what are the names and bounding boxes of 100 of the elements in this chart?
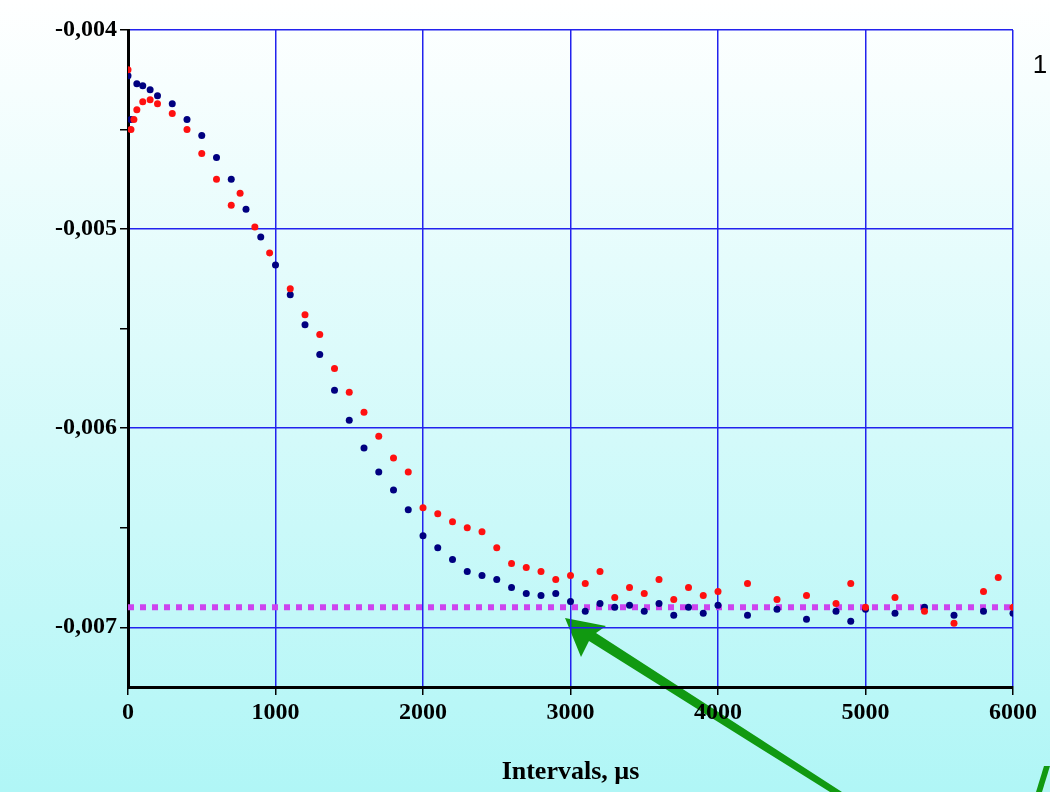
point <box>522 589 530 597</box>
point <box>434 510 442 518</box>
x-tick-label: 1000 <box>251 697 300 724</box>
point <box>803 591 810 599</box>
point <box>581 579 589 587</box>
point <box>345 388 353 396</box>
point <box>611 593 619 601</box>
point <box>699 609 707 617</box>
point <box>537 591 545 599</box>
point <box>655 575 663 583</box>
text: 1 <box>1032 49 1048 80</box>
point <box>567 572 574 580</box>
point <box>301 321 309 329</box>
point <box>803 615 810 623</box>
point <box>390 486 397 494</box>
x-axis-title: Intervals, µs <box>501 756 640 786</box>
point <box>213 175 220 183</box>
y-tick-label: -0,006 <box>55 413 117 440</box>
point <box>950 611 958 619</box>
point <box>404 506 412 514</box>
point <box>891 593 899 601</box>
y-tick-label: -0,007 <box>55 612 117 639</box>
point <box>640 589 648 597</box>
point <box>345 416 353 424</box>
point <box>891 609 899 617</box>
point <box>950 619 958 627</box>
point <box>463 568 471 576</box>
point <box>567 597 574 605</box>
point <box>508 560 515 568</box>
point <box>921 607 928 615</box>
point <box>227 175 235 183</box>
point <box>522 564 530 572</box>
y-tick-label: -0,004 <box>55 15 117 42</box>
point <box>773 605 781 613</box>
y-tick-label: -0,005 <box>55 214 117 241</box>
point <box>139 98 147 106</box>
point <box>478 528 486 536</box>
point <box>685 603 692 611</box>
point <box>183 116 191 124</box>
point <box>449 556 456 564</box>
point <box>375 468 383 476</box>
point <box>139 82 147 90</box>
point <box>316 331 324 339</box>
point <box>537 568 545 576</box>
point <box>685 583 692 591</box>
point <box>331 386 338 394</box>
point <box>154 100 161 108</box>
point <box>744 611 751 619</box>
point <box>133 80 141 88</box>
point <box>286 291 294 299</box>
point <box>146 86 154 94</box>
point <box>360 408 368 416</box>
point <box>360 444 368 452</box>
point <box>390 454 397 462</box>
point <box>714 587 722 595</box>
point <box>478 572 486 580</box>
x-tick-label: 6000 <box>989 697 1037 724</box>
point <box>596 599 604 607</box>
point <box>168 100 176 108</box>
point <box>980 587 987 595</box>
point <box>744 579 751 587</box>
point <box>463 524 471 532</box>
x-tick-label: 0 <box>122 697 134 724</box>
point <box>168 110 176 118</box>
point <box>146 96 154 104</box>
point <box>419 532 427 540</box>
point <box>272 261 279 269</box>
point <box>832 607 840 615</box>
point <box>714 601 722 609</box>
point <box>626 601 633 609</box>
point <box>404 468 412 476</box>
point <box>552 589 560 597</box>
point <box>266 249 274 257</box>
point <box>847 579 855 587</box>
point <box>251 223 259 231</box>
point <box>449 518 456 526</box>
x-tick-label: 2000 <box>399 697 447 724</box>
point <box>626 583 633 591</box>
point <box>980 607 987 615</box>
point <box>316 351 324 359</box>
point <box>493 544 501 552</box>
point <box>581 607 589 615</box>
point <box>133 106 141 114</box>
point <box>434 544 442 552</box>
point <box>670 595 678 603</box>
point <box>773 595 781 603</box>
point <box>286 285 294 293</box>
point <box>493 575 501 583</box>
point <box>670 611 678 619</box>
point <box>655 599 663 607</box>
point <box>198 149 206 157</box>
x-tick-label: 5000 <box>841 697 890 724</box>
point <box>847 617 855 625</box>
point <box>699 591 707 599</box>
point <box>596 568 604 576</box>
point <box>236 189 244 197</box>
point <box>198 132 206 140</box>
point <box>301 311 309 319</box>
point <box>832 599 840 607</box>
point <box>552 575 560 583</box>
